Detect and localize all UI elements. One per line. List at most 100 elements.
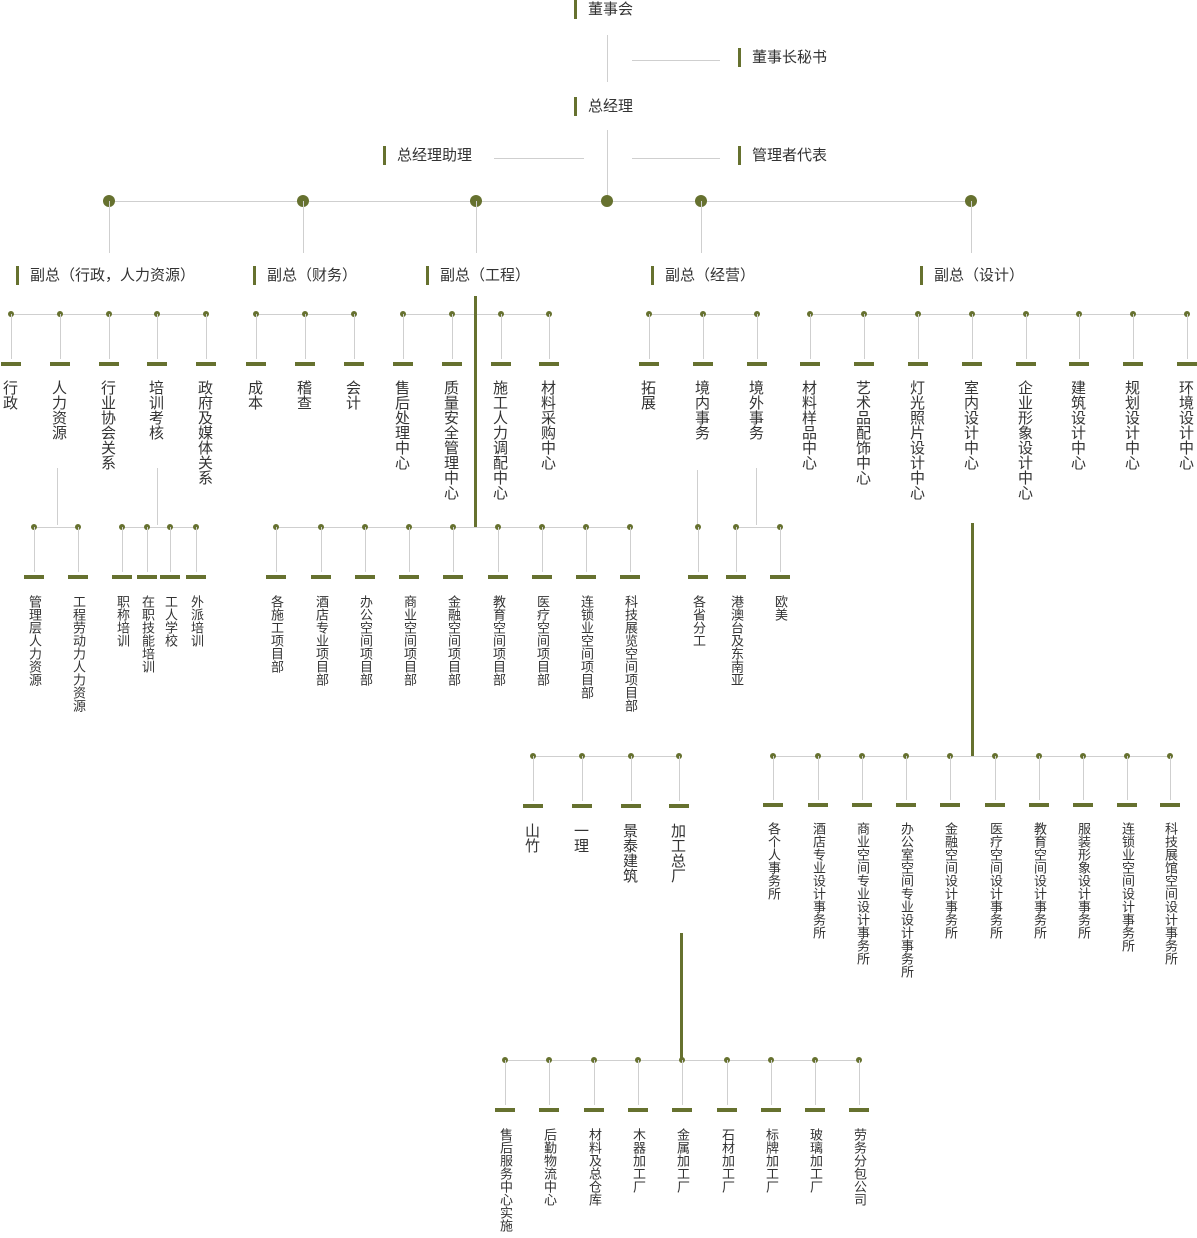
connector-line xyxy=(815,1060,816,1105)
connector-line xyxy=(157,468,158,525)
sub-unit-node: 商业空间项目部 xyxy=(401,595,416,686)
connector-line xyxy=(771,1060,772,1105)
node-bar xyxy=(628,1108,648,1112)
sub-unit-node: 管理层人力资源 xyxy=(26,595,41,686)
connector-line xyxy=(1039,756,1040,800)
sub-unit-node: 医疗空间设计事务所 xyxy=(987,822,1002,939)
connector-line xyxy=(11,314,12,359)
sub-unit-node: 工人学校 xyxy=(162,595,177,647)
node-bar xyxy=(112,575,132,579)
sub-unit-node: 各省分工 xyxy=(690,595,705,647)
connector-line xyxy=(498,527,499,572)
connector-line xyxy=(972,314,973,359)
node-bar xyxy=(147,362,167,366)
node-bar xyxy=(770,575,790,579)
department-node: 行政 xyxy=(1,380,19,410)
node-bar xyxy=(1160,803,1180,807)
department-node: 施工人力调配中心 xyxy=(491,380,509,500)
connector-line xyxy=(649,314,650,359)
node-vice-president: 副总（财务） xyxy=(253,266,357,285)
node-bar xyxy=(443,575,463,579)
department-node: 建筑设计中心 xyxy=(1069,380,1087,470)
connector-line xyxy=(1170,756,1171,800)
connector-line xyxy=(1026,314,1027,359)
connector-line xyxy=(862,756,863,800)
sub-unit-node: 各施工项目部 xyxy=(268,595,283,673)
department-node: 成本 xyxy=(246,380,264,410)
connector-line xyxy=(122,527,123,572)
node-bar xyxy=(621,804,641,808)
connector-line xyxy=(698,527,699,572)
sub-unit-node: 办公空间项目部 xyxy=(357,595,372,686)
node-bar xyxy=(399,575,419,579)
node-bar xyxy=(800,362,820,366)
sub-unit-node: 各个人事务所 xyxy=(765,822,780,900)
connector-line xyxy=(679,756,680,801)
connector-line xyxy=(703,314,704,359)
node-management-rep: 管理者代表 xyxy=(738,146,827,165)
node-bar xyxy=(442,362,462,366)
department-node: 规划设计中心 xyxy=(1123,380,1141,470)
node-bar xyxy=(669,804,689,808)
connector-line xyxy=(501,314,502,359)
node-bar xyxy=(539,362,559,366)
connector-line xyxy=(773,756,1170,757)
node-vice-president: 副总（行政，人力资源） xyxy=(16,266,195,285)
node-bar xyxy=(1117,803,1137,807)
node-bar xyxy=(763,803,783,807)
sub-unit-node: 外派培训 xyxy=(188,595,203,647)
node-bar xyxy=(717,1108,737,1112)
sub-unit-node: 科技展览空间项目部 xyxy=(622,595,637,712)
trunk-line xyxy=(971,523,974,756)
sub-unit-node: 欧美 xyxy=(772,595,787,621)
connector-line xyxy=(756,468,757,525)
connector-line xyxy=(354,314,355,359)
sub-unit-node: 标牌加工厂 xyxy=(763,1128,778,1193)
connector-line xyxy=(109,314,110,359)
connector-line xyxy=(607,35,608,82)
department-node: 材料样品中心 xyxy=(800,380,818,470)
connector-line xyxy=(452,314,453,359)
node-bar xyxy=(572,804,592,808)
node-bar xyxy=(962,362,982,366)
connector-line xyxy=(1083,756,1084,800)
connector-line xyxy=(476,201,477,253)
node-bar xyxy=(747,362,767,366)
sub-unit-node: 金属加工厂 xyxy=(674,1128,689,1193)
node-bar xyxy=(1177,362,1197,366)
node-vice-president: 副总（经营） xyxy=(651,266,755,285)
connector-line xyxy=(549,314,550,359)
node-bar xyxy=(849,1108,869,1112)
department-node: 境外事务 xyxy=(747,380,765,440)
node-bar xyxy=(620,575,640,579)
connector-line xyxy=(109,201,110,253)
node-bar xyxy=(639,362,659,366)
node-bar xyxy=(393,362,413,366)
node-bar xyxy=(1069,362,1089,366)
department-node: 质量安全管理中心 xyxy=(442,380,460,500)
connector-line xyxy=(549,1060,550,1105)
connector-line xyxy=(630,527,631,572)
department-node: 境内事务 xyxy=(693,380,711,440)
connector-line xyxy=(582,756,583,801)
connector-line xyxy=(542,527,543,572)
node-bar xyxy=(852,803,872,807)
node-board: 董事会 xyxy=(574,0,633,19)
connector-line xyxy=(1187,314,1188,359)
department-node: 售后处理中心 xyxy=(393,380,411,470)
sub-unit-node: 材料及总仓库 xyxy=(586,1128,601,1206)
connector-line xyxy=(607,130,608,201)
node-bar xyxy=(495,1108,515,1112)
connector-line xyxy=(78,527,79,572)
sub-unit-node: 酒店专业项目部 xyxy=(313,595,328,686)
node-bar xyxy=(246,362,266,366)
sub-unit-node: 工程劳动力人力资源 xyxy=(70,595,85,712)
sub-unit-node: 在职技能培训 xyxy=(139,595,154,673)
connector-line xyxy=(586,527,587,572)
department-node: 环境设计中心 xyxy=(1177,380,1195,470)
node-bar xyxy=(196,362,216,366)
node-bar xyxy=(355,575,375,579)
sub-unit-node: 服装形象设计事务所 xyxy=(1075,822,1090,939)
connector-line xyxy=(196,527,197,572)
department-node: 稽查 xyxy=(295,380,313,410)
